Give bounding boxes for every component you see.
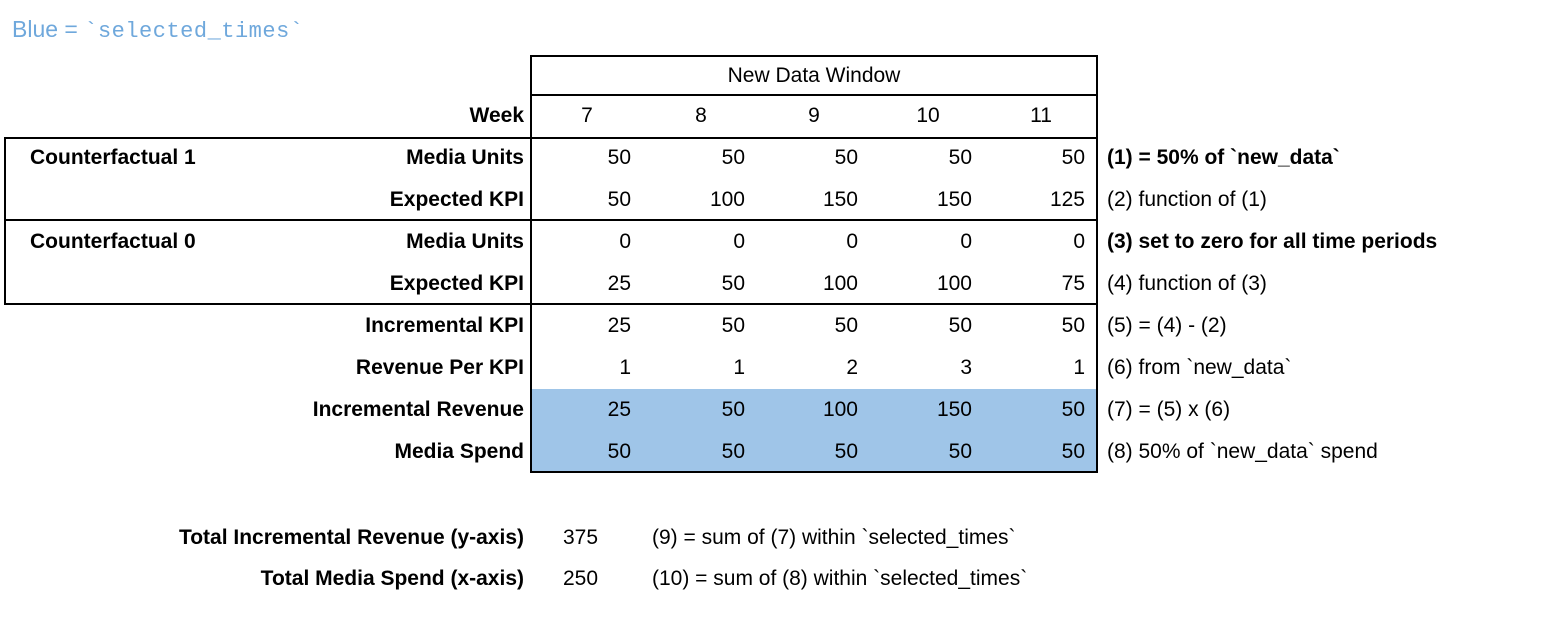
data-cell-highlighted: 50 [1061,398,1085,421]
total-value: 375 [563,526,599,549]
data-cell: 0 [733,230,745,253]
table-row-expected-kpi-cf0: Expected KPI 25 50 100 100 75 (4) functi… [0,263,1544,305]
data-cell: 150 [822,188,858,211]
data-cell: 0 [619,230,631,253]
data-cell: 100 [709,188,745,211]
group-label-counterfactual-1: Counterfactual 1 [30,146,196,169]
data-cell-highlighted: 150 [936,398,972,421]
row-note: (1) = 50% of `new_data` [1107,146,1340,169]
week-header-cell: 8 [695,104,707,127]
total-value: 250 [563,567,599,590]
data-cell: 50 [721,146,745,169]
data-cell-highlighted: 50 [721,398,745,421]
data-cell: 50 [607,188,631,211]
legend-prefix: Blue = [12,16,85,42]
data-cell: 50 [721,272,745,295]
total-row-incremental-revenue: Total Incremental Revenue (y-axis) 375 (… [0,517,1544,559]
row-note: (2) function of (1) [1107,188,1267,211]
week-header-cell: 9 [808,104,820,127]
row-note: (3) set to zero for all time periods [1107,230,1438,253]
data-cell: 50 [1061,146,1085,169]
data-cell: 75 [1061,272,1085,295]
table-row-revenue-per-kpi: Revenue Per KPI 1 1 2 3 1 (6) from `new_… [0,347,1544,389]
table-row-media-units-cf0: Counterfactual 0 Media Units 0 0 0 0 0 (… [0,221,1544,263]
data-cell: 150 [936,188,972,211]
row-label: Media Units [406,230,524,253]
data-cell: 50 [948,314,972,337]
week-label: Week [469,104,524,127]
data-cell-highlighted: 25 [607,398,631,421]
total-label: Total Incremental Revenue (y-axis) [178,526,524,549]
data-cell: 2 [846,356,858,379]
data-cell-highlighted: 50 [607,440,631,463]
row-note: (6) from `new_data` [1107,356,1292,379]
total-note: (9) = sum of (7) within `selected_times` [652,526,1016,549]
week-header-row: Week 7 8 9 10 11 [0,95,1544,137]
data-cell: 25 [607,314,631,337]
row-label: Revenue Per KPI [355,356,524,379]
data-cell: 0 [960,230,972,253]
row-label: Expected KPI [389,272,524,295]
data-cell: 0 [1073,230,1085,253]
new-data-window-header: New Data Window [530,55,1098,96]
total-label: Total Media Spend (x-axis) [260,567,524,590]
data-cell: 50 [834,314,858,337]
total-note: (10) = sum of (8) within `selected_times… [652,567,1028,590]
row-label: Incremental KPI [365,314,524,337]
data-cell: 50 [607,146,631,169]
counterfactual-1-box [4,137,1098,221]
table-row-expected-kpi-cf1: Expected KPI 50 100 150 150 125 (2) func… [0,179,1544,221]
week-header-cell: 7 [581,104,593,127]
table-row-media-units-cf1: Counterfactual 1 Media Units 50 50 50 50… [0,137,1544,179]
counterfactual-0-box [4,221,1098,305]
data-cell: 50 [834,146,858,169]
data-cell-highlighted: 50 [1061,440,1085,463]
row-label: Media Spend [394,440,524,463]
data-cell: 100 [822,272,858,295]
data-cell-highlighted: 100 [822,398,858,421]
total-row-media-spend: Total Media Spend (x-axis) 250 (10) = su… [0,558,1544,600]
data-cell: 50 [721,314,745,337]
data-cell-highlighted: 50 [948,440,972,463]
data-cell: 25 [607,272,631,295]
data-cell: 1 [733,356,745,379]
table-row-incremental-revenue: Incremental Revenue 25 50 100 150 50 (7)… [0,389,1544,431]
legend-code: `selected_times` [84,19,304,44]
row-note: (7) = (5) x (6) [1107,398,1231,421]
data-cell: 50 [948,146,972,169]
legend: Blue = `selected_times` [12,16,303,44]
row-note: (4) function of (3) [1107,272,1267,295]
row-label: Incremental Revenue [312,398,524,421]
data-cell-highlighted: 50 [834,440,858,463]
data-cell: 1 [1073,356,1085,379]
data-cell: 125 [1049,188,1085,211]
data-cell-highlighted: 50 [721,440,745,463]
data-cell: 50 [1061,314,1085,337]
data-cell: 0 [846,230,858,253]
row-note: (8) 50% of `new_data` spend [1107,440,1378,463]
row-label: Media Units [406,146,524,169]
selected-times-highlight [532,389,1096,471]
data-cell: 3 [960,356,972,379]
week-header-cell: 11 [1030,104,1052,127]
data-cell: 1 [619,356,631,379]
row-note: (5) = (4) - (2) [1107,314,1227,337]
table-row-media-spend: Media Spend 50 50 50 50 50 (8) 50% of `n… [0,431,1544,473]
week-header-cell: 10 [916,104,940,127]
row-label: Expected KPI [389,188,524,211]
group-label-counterfactual-0: Counterfactual 0 [30,230,196,253]
data-cell: 100 [936,272,972,295]
table-row-incremental-kpi: Incremental KPI 25 50 50 50 50 (5) = (4)… [0,305,1544,347]
